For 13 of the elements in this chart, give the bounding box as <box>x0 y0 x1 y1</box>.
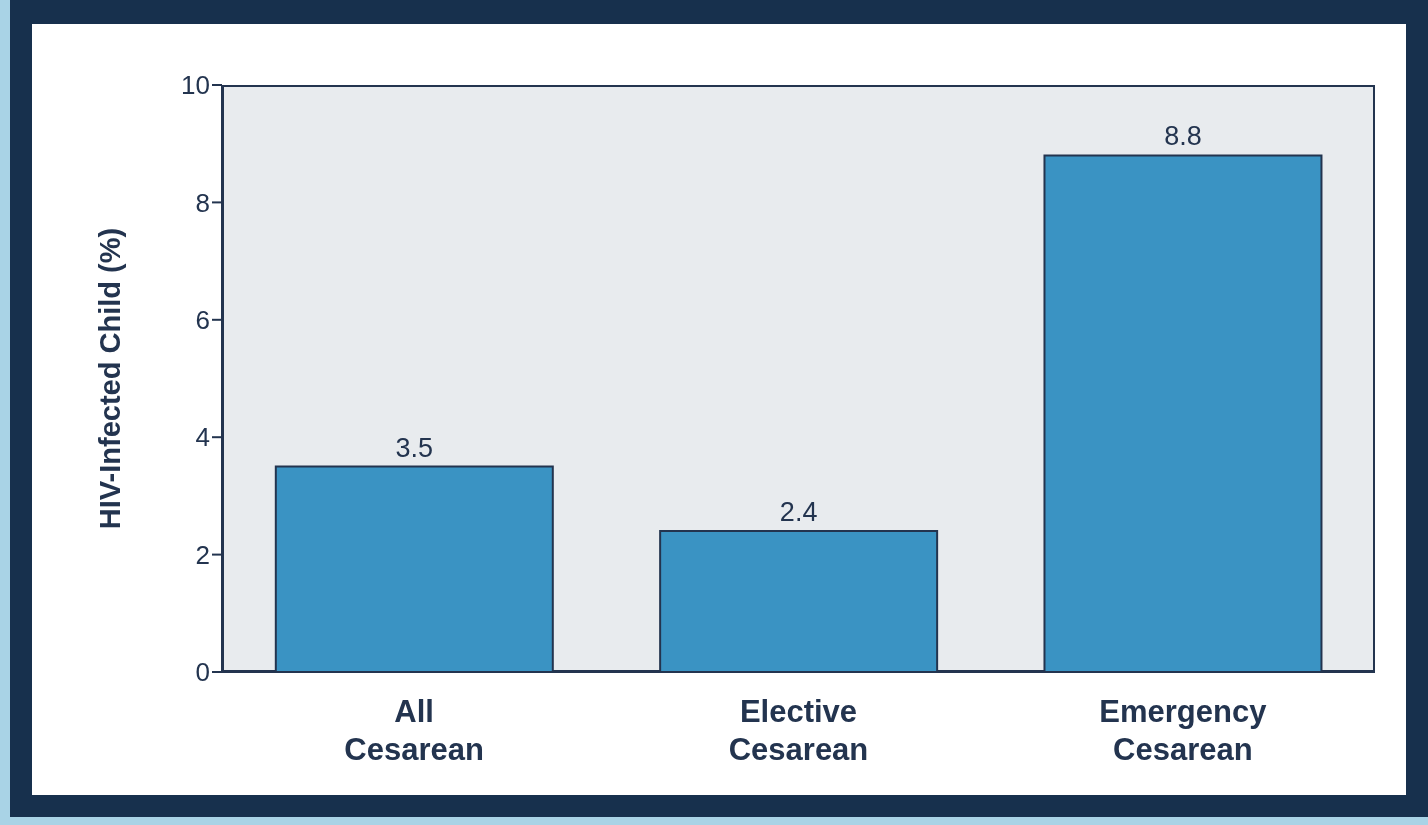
data-label: 2.4 <box>779 497 818 528</box>
y-tick-label: 6 <box>195 305 210 336</box>
y-tick-label: 2 <box>195 539 210 570</box>
x-tick-label: All Cesarean <box>344 694 484 767</box>
y-tick-label: 4 <box>195 422 210 453</box>
y-tick-label: 8 <box>195 187 210 218</box>
data-label: 3.5 <box>395 432 434 463</box>
x-tick-label: Emergency Cesarean <box>1099 694 1268 767</box>
x-tick-label: Elective Cesarean <box>728 694 869 767</box>
y-tick-label: 0 <box>195 657 210 688</box>
y-tick-label: 10 <box>181 70 210 101</box>
y-axis-title: HIV-Infected Child (%) <box>94 227 127 530</box>
data-label: 8.8 <box>1164 121 1202 152</box>
